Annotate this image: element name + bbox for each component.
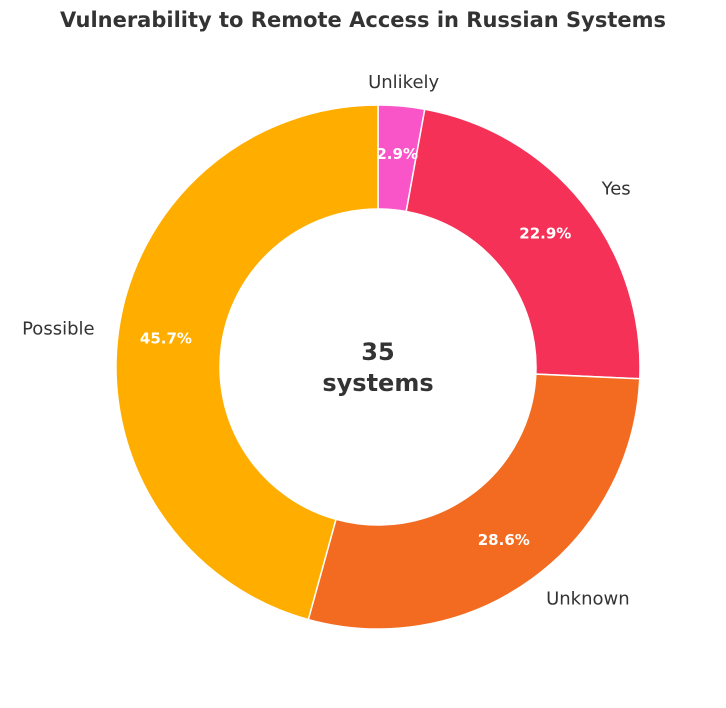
donut-slices bbox=[115, 104, 641, 630]
slice-yes bbox=[405, 108, 641, 380]
label-yes: Yes bbox=[601, 179, 631, 200]
percent-labels: 2.9% 22.9% 28.6% 45.7% bbox=[140, 145, 571, 549]
label-unlikely: Unlikely bbox=[368, 72, 439, 93]
label-unknown: Unknown bbox=[546, 588, 630, 609]
center-count: 35 bbox=[361, 338, 394, 366]
slice-unknown bbox=[307, 373, 641, 630]
percent-unlikely: 2.9% bbox=[376, 145, 418, 163]
slice-labels: Unlikely Yes Unknown Possible bbox=[22, 72, 631, 609]
slice-possible bbox=[115, 104, 379, 621]
percent-possible: 45.7% bbox=[140, 329, 192, 347]
label-possible: Possible bbox=[22, 319, 94, 340]
chart-title: Vulnerability to Remote Access in Russia… bbox=[59, 8, 667, 32]
percent-yes: 22.9% bbox=[519, 225, 571, 243]
center-unit: systems bbox=[322, 369, 433, 397]
percent-unknown: 28.6% bbox=[478, 531, 530, 549]
